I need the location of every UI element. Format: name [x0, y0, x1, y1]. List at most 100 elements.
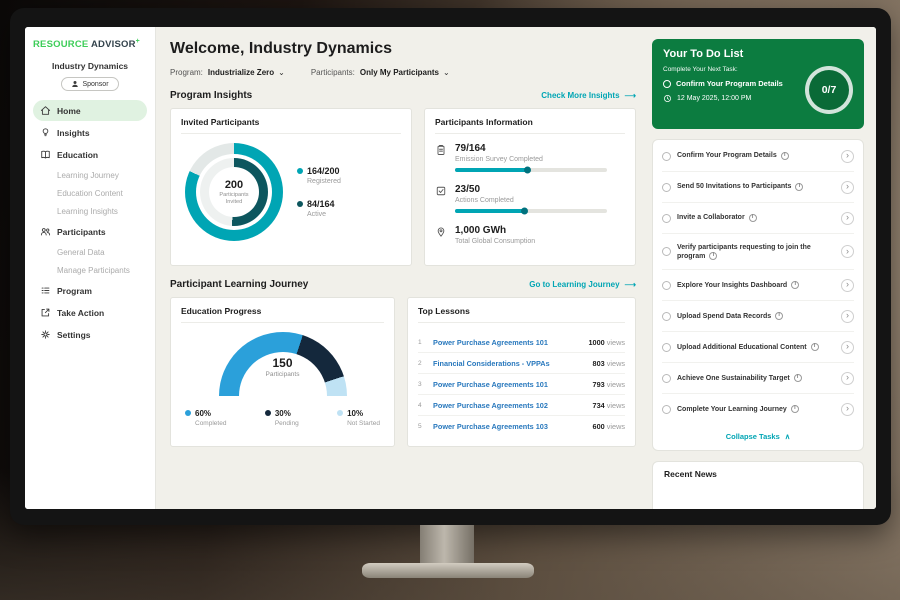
participants-filter-value: Only My Participants — [360, 68, 439, 77]
task-label: Upload Additional Educational Content — [677, 344, 807, 351]
task-label: Achieve One Sustainability Target — [677, 375, 790, 382]
checkbox-icon[interactable] — [662, 374, 671, 383]
background-scene: RESOURCE ADVISOR+ Industry Dynamics Spon… — [0, 0, 900, 600]
program-dropdown[interactable]: Program: Industrialize Zero ⌄ — [170, 68, 285, 77]
chevron-right-icon[interactable]: › — [841, 245, 854, 258]
task-row-achieve-target[interactable]: Achieve One Sustainability Target i › — [662, 363, 854, 394]
info-icon[interactable]: i — [749, 214, 757, 222]
task-row-send-invitations[interactable]: Send 50 Invitations to Participantsi › — [662, 172, 854, 203]
chevron-right-icon[interactable]: › — [841, 150, 854, 163]
checkbox-icon[interactable] — [662, 214, 671, 223]
sidebar-item-label: Settings — [57, 330, 91, 340]
info-icon[interactable]: i — [794, 374, 802, 382]
info-icon[interactable]: i — [791, 405, 799, 413]
sidebar-item-education[interactable]: Education — [33, 144, 147, 165]
checkbox-icon[interactable] — [662, 343, 671, 352]
task-row-explore-insights[interactable]: Explore Your Insights Dashboard i › — [662, 270, 854, 301]
task-row-upload-spend-data[interactable]: Upload Spend Data Recordsi › — [662, 301, 854, 332]
info-row-consumption: 1,000 GWh Total Global Consumption — [435, 225, 625, 245]
sidebar-item-education-content[interactable]: Education Content — [33, 184, 147, 202]
consumption-label: Total Global Consumption — [455, 238, 535, 245]
lesson-link[interactable]: Financial Considerations - VPPAs — [433, 359, 587, 368]
education-gauge-chart: 150 Participants — [219, 332, 347, 396]
legend-dot — [297, 201, 303, 207]
info-icon[interactable]: i — [795, 183, 803, 191]
program-filter-value: Industrialize Zero — [208, 68, 274, 77]
chevron-right-icon[interactable]: › — [841, 212, 854, 225]
sidebar-item-participants[interactable]: Participants — [33, 221, 147, 242]
info-row-emission: 79/164 Emission Survey Completed — [435, 143, 625, 172]
sponsor-badge: Sponsor — [61, 77, 118, 91]
chevron-down-icon: ⌄ — [278, 69, 285, 77]
task-list-card: Confirm Your Program Detailsi › Send 50 … — [652, 139, 864, 451]
legend-dot — [185, 410, 191, 416]
section-title-program-insights: Program Insights — [170, 90, 252, 101]
task-row-confirm-program[interactable]: Confirm Your Program Detailsi › — [662, 141, 854, 172]
actions-progress-bar — [455, 209, 607, 213]
sidebar-item-learning-journey[interactable]: Learning Journey — [33, 166, 147, 184]
chevron-right-icon[interactable]: › — [841, 310, 854, 323]
lesson-rank: 5 — [418, 423, 427, 430]
sidebar-item-general-data[interactable]: General Data — [33, 243, 147, 261]
sidebar-item-take-action[interactable]: Take Action — [33, 302, 147, 323]
home-icon — [40, 105, 51, 116]
chevron-right-icon[interactable]: › — [841, 341, 854, 354]
sidebar-item-learning-insights[interactable]: Learning Insights — [33, 202, 147, 220]
go-to-learning-journey-label: Go to Learning Journey — [529, 280, 619, 289]
info-icon[interactable]: i — [781, 152, 789, 160]
participants-dropdown[interactable]: Participants: Only My Participants ⌄ — [311, 68, 450, 77]
todo-progress-value: 0/7 — [822, 84, 837, 96]
lesson-link[interactable]: Power Purchase Agreements 101 — [433, 338, 582, 347]
monitor-stand — [420, 525, 474, 565]
task-row-complete-learning-journey[interactable]: Complete Your Learning Journey i › — [662, 394, 854, 424]
emission-progress-bar — [455, 168, 607, 172]
lesson-row: 1 Power Purchase Agreements 101 1000 vie… — [418, 332, 625, 353]
task-label: Explore Your Insights Dashboard — [677, 282, 787, 289]
checkbox-icon[interactable] — [662, 152, 671, 161]
brand-resource: RESOURCE — [33, 39, 88, 50]
clock-icon — [663, 94, 672, 103]
sidebar-item-home[interactable]: Home — [33, 100, 147, 121]
gauge-center-label: Participants — [219, 371, 347, 378]
task-row-verify-participants[interactable]: Verify participants requesting to join t… — [662, 234, 854, 270]
lesson-link[interactable]: Power Purchase Agreements 103 — [433, 422, 587, 431]
checkbox-icon[interactable] — [662, 405, 671, 414]
task-row-upload-educational-content[interactable]: Upload Additional Educational Content i › — [662, 332, 854, 363]
legend-dot — [297, 168, 303, 174]
legend-item-completed: 60% Completed — [185, 409, 226, 427]
todo-title: Your To Do List — [663, 48, 853, 60]
arrow-right-icon: ⟶ — [625, 280, 636, 289]
chevron-right-icon[interactable]: › — [841, 279, 854, 292]
sidebar-item-program[interactable]: Program — [33, 280, 147, 301]
info-icon[interactable]: i — [791, 281, 799, 289]
sidebar-item-insights[interactable]: Insights — [33, 122, 147, 143]
task-row-invite-collaborator[interactable]: Invite a Collaboratori › — [662, 203, 854, 234]
chevron-right-icon[interactable]: › — [841, 181, 854, 194]
checkbox-icon[interactable] — [662, 281, 671, 290]
info-icon[interactable]: i — [811, 343, 819, 351]
checkbox-icon[interactable] — [662, 312, 671, 321]
brand-advisor: ADVISOR — [91, 39, 136, 50]
lesson-link[interactable]: Power Purchase Agreements 101 — [433, 380, 587, 389]
info-icon[interactable]: i — [709, 252, 717, 260]
collapse-tasks-link[interactable]: Collapse Tasks ∧ — [662, 424, 854, 449]
check-more-insights-link[interactable]: Check More Insights ⟶ — [541, 91, 636, 100]
checkbox-icon[interactable] — [662, 247, 671, 256]
sidebar-item-label: Home — [57, 106, 81, 116]
chevron-right-icon[interactable]: › — [841, 372, 854, 385]
lesson-link[interactable]: Power Purchase Agreements 102 — [433, 401, 587, 410]
invited-donut-chart: 200 Participants Invited — [185, 143, 283, 241]
checkbox-icon[interactable] — [662, 183, 671, 192]
go-to-learning-journey-link[interactable]: Go to Learning Journey ⟶ — [529, 280, 636, 289]
recent-news-header[interactable]: Recent News — [652, 461, 864, 509]
info-icon[interactable]: i — [775, 312, 783, 320]
legend-item-not-started: 10% Not Started — [337, 409, 380, 427]
top-lessons-title: Top Lessons — [418, 306, 625, 323]
sidebar-item-settings[interactable]: Settings — [33, 324, 147, 345]
sidebar-item-manage-participants[interactable]: Manage Participants — [33, 261, 147, 279]
legend-dot — [265, 410, 271, 416]
task-label: Complete Your Learning Journey — [677, 406, 787, 413]
todo-next-task[interactable]: Confirm Your Program Details — [663, 79, 803, 88]
page-title: Welcome, Industry Dynamics — [170, 40, 636, 58]
chevron-right-icon[interactable]: › — [841, 403, 854, 416]
